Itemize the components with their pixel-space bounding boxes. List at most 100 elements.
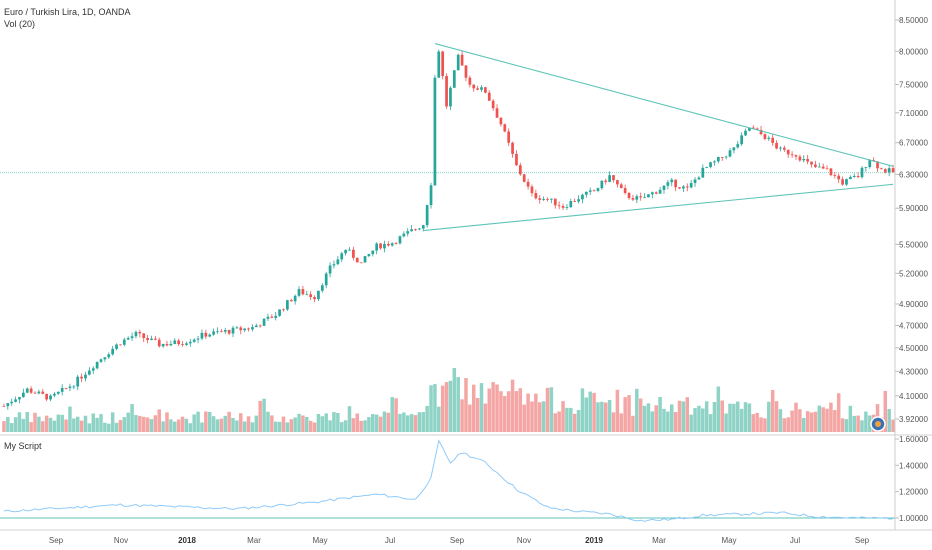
candle-body[interactable] — [223, 330, 227, 332]
candle-body[interactable] — [227, 330, 231, 334]
trendline[interactable] — [423, 183, 894, 232]
candle-body[interactable] — [452, 70, 456, 88]
candle-body[interactable] — [460, 54, 464, 66]
candle[interactable] — [410, 225, 413, 232]
indicator-line[interactable] — [3, 439, 894, 522]
candle[interactable] — [99, 358, 103, 364]
candle[interactable] — [64, 387, 68, 390]
price-tick-label[interactable]: 6.30000 — [899, 170, 928, 179]
candle-body[interactable] — [658, 189, 662, 194]
candle-body[interactable] — [511, 142, 514, 154]
candle-body[interactable] — [126, 338, 130, 340]
candle[interactable] — [95, 361, 99, 370]
time-tick-label[interactable]: Mar — [652, 536, 666, 545]
candle[interactable] — [666, 180, 670, 190]
candle[interactable] — [546, 197, 549, 202]
candle[interactable] — [37, 389, 41, 395]
candle-body[interactable] — [414, 229, 417, 231]
candle-body[interactable] — [239, 327, 243, 331]
candle-body[interactable] — [779, 147, 782, 149]
candle-body[interactable] — [608, 175, 611, 182]
time-tick-label[interactable]: Mar — [247, 536, 261, 545]
candle[interactable] — [305, 290, 309, 296]
candle-body[interactable] — [596, 188, 600, 191]
candle-body[interactable] — [693, 179, 697, 184]
candle[interactable] — [359, 262, 363, 264]
candle[interactable] — [91, 366, 95, 375]
candle[interactable] — [53, 391, 56, 398]
candle-body[interactable] — [336, 259, 340, 265]
candle-body[interactable] — [390, 243, 394, 246]
candle[interactable] — [130, 332, 134, 341]
candle[interactable] — [429, 182, 433, 209]
candle[interactable] — [146, 334, 149, 344]
candle-body[interactable] — [643, 197, 646, 199]
candle-body[interactable] — [542, 198, 545, 200]
candle-body[interactable] — [744, 130, 747, 136]
candle-body[interactable] — [518, 165, 522, 175]
candle-body[interactable] — [87, 370, 91, 375]
candle[interactable] — [522, 173, 526, 183]
candle[interactable] — [173, 338, 177, 345]
candle[interactable] — [33, 391, 37, 394]
candle[interactable] — [25, 387, 29, 394]
candle[interactable] — [2, 403, 6, 407]
candle-body[interactable] — [297, 289, 301, 296]
price-tick-label[interactable]: 7.50000 — [899, 81, 928, 90]
candle-body[interactable] — [406, 231, 410, 234]
candle[interactable] — [654, 191, 658, 195]
candle-body[interactable] — [678, 187, 681, 189]
candle[interactable] — [612, 175, 615, 183]
candle-body[interactable] — [682, 186, 685, 189]
candle-body[interactable] — [864, 167, 868, 168]
time-tick-label[interactable]: Nov — [114, 536, 128, 545]
candle[interactable] — [324, 271, 328, 289]
candle[interactable] — [336, 256, 340, 265]
candle-body[interactable] — [670, 179, 674, 183]
candle[interactable] — [588, 187, 592, 195]
candle[interactable] — [84, 371, 87, 382]
candle[interactable] — [592, 189, 596, 192]
candle[interactable] — [363, 256, 367, 263]
candle-body[interactable] — [410, 229, 413, 232]
candle-body[interactable] — [713, 161, 716, 163]
candle-body[interactable] — [379, 243, 382, 249]
candle-body[interactable] — [569, 201, 573, 208]
candle-body[interactable] — [231, 327, 235, 334]
candle-body[interactable] — [185, 343, 188, 345]
candle-body[interactable] — [18, 397, 21, 400]
candle-body[interactable] — [383, 243, 386, 249]
candle-body[interactable] — [495, 108, 499, 118]
candle-body[interactable] — [2, 406, 6, 407]
candle[interactable] — [138, 329, 142, 338]
candle[interactable] — [499, 117, 503, 127]
candle-body[interactable] — [433, 77, 437, 186]
candle[interactable] — [526, 178, 530, 190]
candle-body[interactable] — [604, 180, 608, 182]
candle[interactable] — [550, 198, 553, 204]
candle-body[interactable] — [278, 309, 281, 316]
candle-body[interactable] — [635, 196, 639, 200]
candle[interactable] — [243, 328, 247, 333]
candle-body[interactable] — [581, 194, 584, 200]
candle-body[interactable] — [25, 388, 29, 393]
candle[interactable] — [705, 166, 709, 169]
candle[interactable] — [150, 335, 153, 341]
candle[interactable] — [650, 191, 654, 199]
candle-body[interactable] — [262, 318, 266, 326]
candle-body[interactable] — [165, 343, 169, 346]
candle-body[interactable] — [732, 147, 736, 151]
candle[interactable] — [623, 184, 627, 195]
candle-body[interactable] — [161, 343, 165, 347]
candle[interactable] — [716, 156, 720, 164]
candle[interactable] — [10, 398, 14, 406]
candle-body[interactable] — [627, 192, 631, 199]
candle-body[interactable] — [848, 177, 852, 180]
price-tick-label[interactable]: 4.50000 — [899, 344, 928, 353]
time-axis[interactable]: Sep Nov 2018 Mar May Jul Sep Nov 2019 Mar May Jul Se… — [49, 536, 870, 545]
candle-body[interactable] — [324, 273, 328, 286]
candle-body[interactable] — [14, 399, 17, 402]
candle-body[interactable] — [887, 168, 891, 173]
candle-body[interactable] — [845, 179, 848, 185]
